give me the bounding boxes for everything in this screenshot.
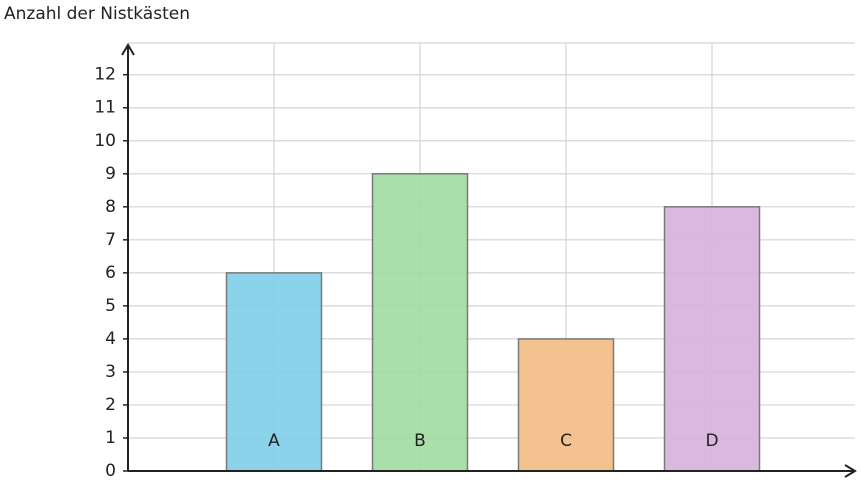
y-tick-label: 6 [105,263,116,283]
y-tick-label: 5 [105,296,116,316]
x-tick-label: C [560,431,572,451]
x-axis-arrow [844,464,857,478]
x-tick-label: D [705,431,718,451]
y-tick-label: 11 [94,98,116,118]
bar [371,173,469,472]
y-tick-label: 7 [105,230,116,250]
bar [225,272,323,472]
bar [517,338,615,472]
y-axis-label: Anzahl der Nistkästen [4,4,190,24]
y-tick-label: 4 [105,329,116,349]
y-tick-label: 12 [94,65,116,85]
y-tick-label: 1 [105,428,116,448]
y-tick-label: 3 [105,362,116,382]
y-tick-label: 2 [105,395,116,415]
y-tick-label: 8 [105,197,116,217]
y-tick-label: 9 [105,164,116,184]
x-tick-label: A [268,431,280,451]
bar [663,206,761,472]
x-tick-label: B [414,431,426,451]
y-tick-label: 10 [94,131,116,151]
y-axis-arrow [121,43,135,56]
y-tick-label: 0 [105,461,116,481]
